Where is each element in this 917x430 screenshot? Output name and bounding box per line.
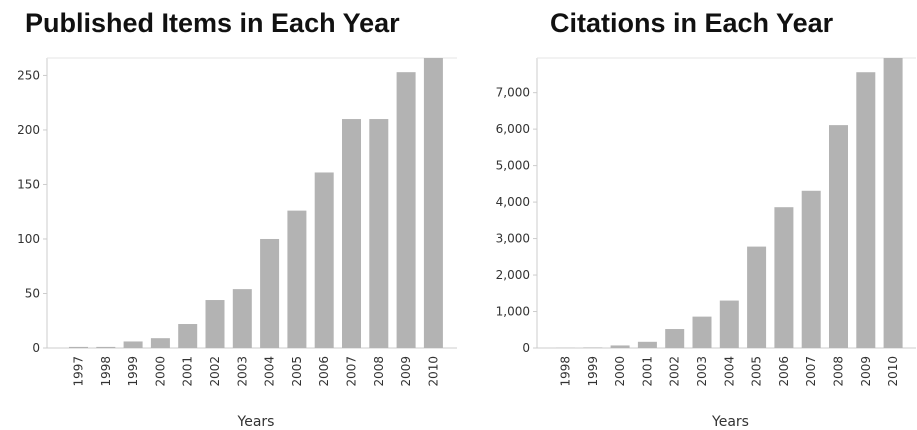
y-tick-label: 200 — [17, 123, 40, 137]
bar-2008 — [829, 125, 848, 348]
y-tick-label: 50 — [25, 286, 40, 300]
y-tick-label: 1,000 — [496, 305, 530, 319]
x-tick-label: 2007 — [804, 356, 818, 387]
x-tick-label: 2005 — [290, 356, 304, 387]
x-tick-label: 2010 — [426, 356, 440, 387]
bar-2007 — [342, 119, 361, 348]
y-tick-label: 4,000 — [496, 195, 530, 209]
bar-2001 — [637, 341, 657, 348]
bar-2009 — [396, 72, 416, 348]
x-tick-label: 2003 — [695, 356, 709, 387]
y-tick-label: 2,000 — [496, 268, 530, 282]
bar-2005 — [287, 210, 307, 348]
x-tick-label: 2002 — [668, 356, 682, 387]
x-tick-label: 2009 — [859, 356, 873, 387]
x-tick-label: 2000 — [153, 356, 167, 387]
bar-2009 — [856, 72, 876, 349]
bar-2006 — [314, 172, 334, 348]
bar-2010 — [423, 58, 443, 348]
x-tick-label: 2000 — [613, 356, 627, 387]
x-tick-label: 1999 — [126, 356, 140, 387]
bar-2002 — [665, 329, 685, 348]
y-tick-label: 7,000 — [496, 86, 530, 100]
chart-title: Published Items in Each Year — [25, 8, 400, 38]
x-tick-label: 2008 — [832, 356, 846, 387]
x-tick-label: 1998 — [99, 356, 113, 387]
y-tick-label: 250 — [17, 68, 40, 82]
bar-2003 — [692, 316, 712, 348]
y-tick-label: 0 — [32, 341, 40, 355]
published-items-plot: 0 50 100 150 200 250 1997 1998 1999 2000 2001 2002 2… — [17, 57, 457, 430]
x-tick-label: 2008 — [372, 356, 386, 387]
y-tick-label: 3,000 — [496, 232, 530, 246]
y-tick-label: 0 — [522, 341, 530, 355]
x-tick-label: 2006 — [317, 356, 331, 387]
x-tick-label: 2004 — [263, 356, 277, 387]
bar-1998 — [96, 346, 116, 348]
citations-chart: Citations in Each Year 0 1,000 2,000 3,000 4… — [460, 0, 917, 430]
x-tick-label: 2001 — [181, 356, 195, 387]
x-tick-label: 2005 — [750, 356, 764, 387]
x-tick-label: 2001 — [640, 356, 654, 387]
x-tick-label: 2003 — [235, 356, 249, 387]
chart-title: Citations in Each Year — [550, 8, 834, 38]
citations-plot: 0 1,000 2,000 3,000 4,000 5,000 6,000 7,000 1998… — [496, 57, 916, 430]
bar-2001 — [178, 324, 198, 348]
bar-2007 — [801, 190, 821, 348]
bar-2008 — [369, 119, 389, 348]
bar-1997 — [69, 346, 88, 348]
y-tick-label: 100 — [17, 232, 40, 246]
x-tick-label: 2004 — [722, 356, 736, 387]
x-tick-label: 2002 — [208, 356, 222, 387]
y-tick-label: 5,000 — [496, 159, 530, 173]
x-tick-label: 1997 — [72, 356, 86, 387]
x-axis-title: Years — [711, 414, 749, 430]
x-axis-title: Years — [237, 414, 275, 430]
bar-2003 — [232, 289, 252, 348]
x-tick-label: 2007 — [345, 356, 359, 387]
y-tick-label: 150 — [17, 177, 40, 191]
bar-1999 — [123, 341, 143, 348]
bar-2006 — [774, 207, 794, 348]
published-items-chart: Published Items in Each Year 0 50 100 150 20… — [17, 8, 457, 430]
bar-2004 — [719, 300, 739, 348]
bar-2005 — [747, 246, 767, 348]
bar-2000 — [610, 345, 630, 348]
bar-2000 — [150, 338, 170, 348]
bar-2004 — [260, 238, 280, 348]
x-tick-label: 1999 — [586, 356, 600, 387]
x-tick-label: 1998 — [559, 356, 573, 387]
bar-2010 — [883, 58, 903, 348]
x-tick-label: 2010 — [886, 356, 900, 387]
bar-1999 — [583, 347, 603, 348]
y-tick-label: 6,000 — [496, 122, 530, 136]
x-tick-label: 2009 — [399, 356, 413, 387]
x-tick-label: 2006 — [777, 356, 791, 387]
bar-2002 — [205, 300, 225, 348]
